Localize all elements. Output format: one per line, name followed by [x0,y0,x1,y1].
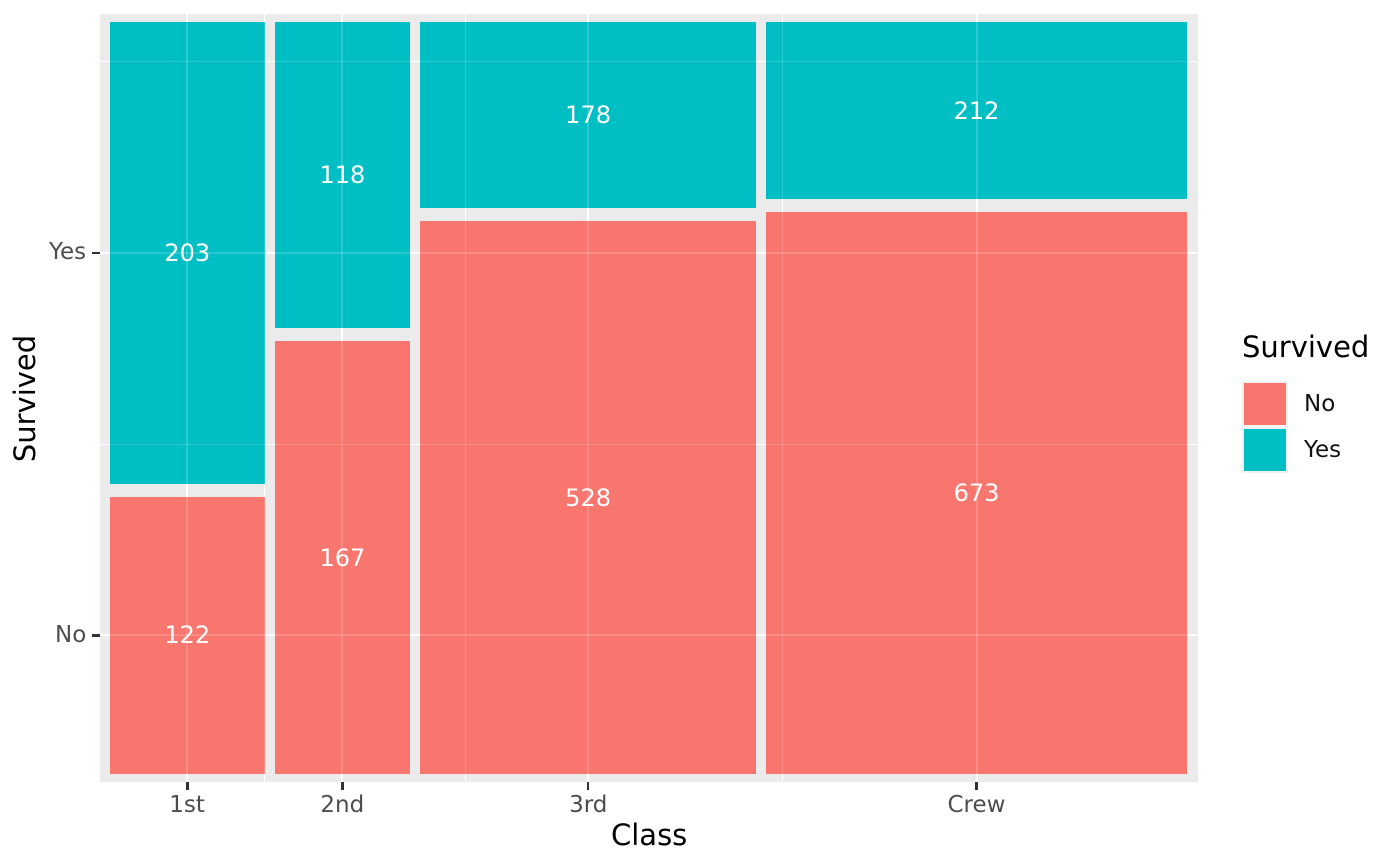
cell-count-label-2nd-No: 167 [319,543,366,572]
gridline-overlay [975,14,978,782]
x-axis-title: Class [611,818,688,852]
plot-panel: 203 122 118 167 178 528 212 673 [100,14,1198,782]
x-tick-label-Crew: Crew [947,792,1006,818]
legend-label-Yes: Yes [1304,437,1342,463]
mosaic-cell-2nd-Yes: 118 [274,22,411,328]
y-tick-label-No: No [55,621,87,648]
y-tick-mark-Yes [92,251,100,254]
x-tick-mark-2nd [341,782,344,790]
legend-entries: No Yes [1242,381,1369,473]
legend: Survived No Yes [1242,330,1369,473]
legend-swatch-icon-No [1244,383,1286,425]
mosaic-cell-Crew-No: 673 [766,212,1187,774]
cell-count-label-Crew-Yes: 212 [953,96,1000,125]
gridline-overlay [100,251,1198,254]
gridline-overlay [100,61,1198,62]
gridline-overlay [587,14,590,782]
legend-label-No: No [1304,391,1336,417]
y-axis-title: Survived [7,334,42,462]
x-tick-label-2nd: 2nd [320,792,365,818]
gridline-overlay [464,14,466,782]
gridline-overlay [341,14,344,782]
x-tick-label-1st: 1st [169,792,205,818]
cell-count-label-Crew-No: 673 [953,479,1000,507]
y-tick-label-Yes: Yes [49,239,87,266]
cell-count-label-2nd-Yes: 118 [319,161,366,189]
mosaic-cell-1st-Yes: 203 [110,22,265,484]
gridline-overlay [186,14,189,782]
legend-entry-Yes: Yes [1242,427,1369,473]
gridline-overlay [264,14,266,782]
mosaic-cell-Crew-Yes: 212 [766,22,1187,199]
mosaic-cell-3rd-Yes: 178 [420,22,756,209]
cell-count-label-3rd-Yes: 178 [565,101,611,130]
gridline-overlay [781,14,783,782]
gridline-overlay [100,634,1198,637]
mosaic-cell-2nd-No: 167 [274,341,411,774]
legend-title: Survived [1242,330,1370,364]
gridline-minor-x [264,14,266,782]
x-tick-mark-Crew [975,782,978,790]
cell-count-label-1st-No: 122 [164,621,211,650]
x-tick-label-3rd: 3rd [569,792,608,818]
legend-key-No [1242,381,1288,427]
x-tick-mark-1st [186,782,189,790]
mosaic-cell-1st-No: 122 [110,496,265,774]
legend-entry-No: No [1242,381,1369,427]
y-tick-mark-No [92,634,100,637]
x-tick-mark-3rd [586,782,590,790]
cell-count-label-3rd-No: 528 [565,483,611,512]
legend-key-Yes [1242,427,1288,473]
legend-swatch-icon-Yes [1244,429,1286,471]
gridline-overlay [100,443,1198,445]
cell-count-label-1st-Yes: 203 [164,238,211,267]
mosaic-cell-3rd-No: 528 [420,221,756,774]
